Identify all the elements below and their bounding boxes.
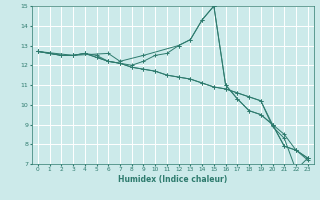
X-axis label: Humidex (Indice chaleur): Humidex (Indice chaleur): [118, 175, 228, 184]
